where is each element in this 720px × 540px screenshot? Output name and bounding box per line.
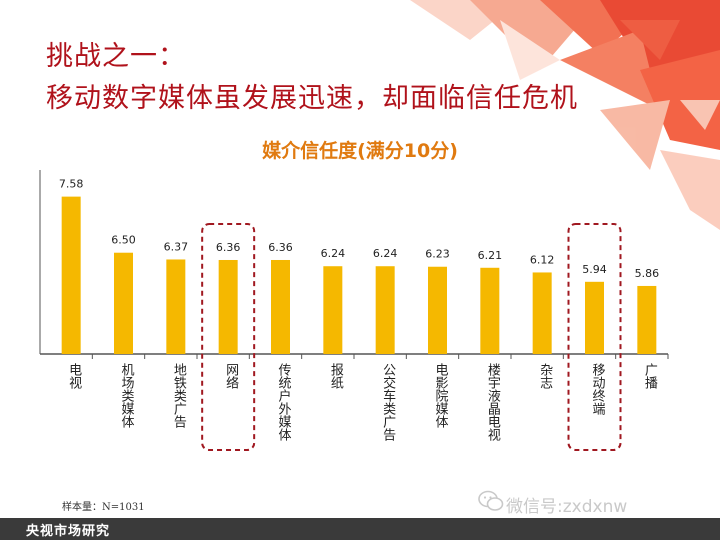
- value-label-2: 6.37: [164, 240, 189, 253]
- value-label-10: 5.94: [582, 263, 607, 276]
- footer-text: 央视市场研究: [26, 524, 111, 539]
- category-label-3: 网络: [223, 363, 239, 389]
- value-label-7: 6.23: [425, 248, 450, 261]
- bar-8: [480, 267, 500, 354]
- category-label-11: 广播: [641, 363, 657, 389]
- bar-11: [637, 285, 657, 354]
- highlight-box-3: [201, 223, 256, 451]
- wechat-icon: [478, 490, 504, 511]
- category-label-10: 移动终端: [589, 363, 605, 415]
- bar-9: [532, 272, 552, 354]
- bar-4: [271, 259, 290, 354]
- value-label-4: 6.36: [268, 241, 293, 254]
- bar-6: [375, 266, 395, 354]
- chart-title: 媒介信任度(满分10分): [262, 140, 458, 162]
- value-label-0: 7.58: [59, 178, 84, 191]
- value-label-9: 6.12: [530, 253, 555, 266]
- category-label-6: 公交车类广告: [380, 363, 396, 441]
- category-label-5: 报纸: [327, 363, 343, 389]
- category-label-9: 杂志: [537, 363, 553, 389]
- bar-2: [166, 259, 186, 354]
- category-label-4: 传统户外媒体: [275, 363, 291, 441]
- category-label-8: 楼宇液晶电视: [484, 363, 500, 441]
- watermark-text: 微信号:zxdxnw: [506, 497, 628, 517]
- sample-size-note: 样本量：N=1031: [62, 502, 145, 513]
- category-label-7: 电影院媒体: [432, 363, 448, 428]
- value-label-1: 6.50: [111, 234, 136, 247]
- bar-0: [61, 196, 81, 354]
- value-label-8: 6.21: [478, 249, 503, 262]
- footer-bar: 央视市场研究: [0, 518, 720, 540]
- bar-10: [585, 281, 604, 354]
- slide-title-line-2: 移动数字媒体虽发展迅速，却面临信任危机: [46, 83, 578, 114]
- slide-title-line-1: 挑战之一：: [46, 41, 186, 72]
- value-label-6: 6.24: [373, 247, 398, 260]
- category-label-1: 机场类媒体: [118, 363, 134, 428]
- category-label-2: 地铁类广告: [170, 363, 186, 428]
- bar-5: [323, 266, 343, 354]
- value-label-5: 6.24: [321, 247, 346, 260]
- value-label-11: 5.86: [635, 267, 660, 280]
- category-label-0: 电视: [66, 363, 82, 389]
- bar-1: [114, 252, 133, 354]
- highlight-box-10: [567, 223, 622, 451]
- bar-3: [218, 259, 238, 354]
- value-label-3: 6.36: [216, 241, 241, 254]
- bar-7: [428, 266, 447, 354]
